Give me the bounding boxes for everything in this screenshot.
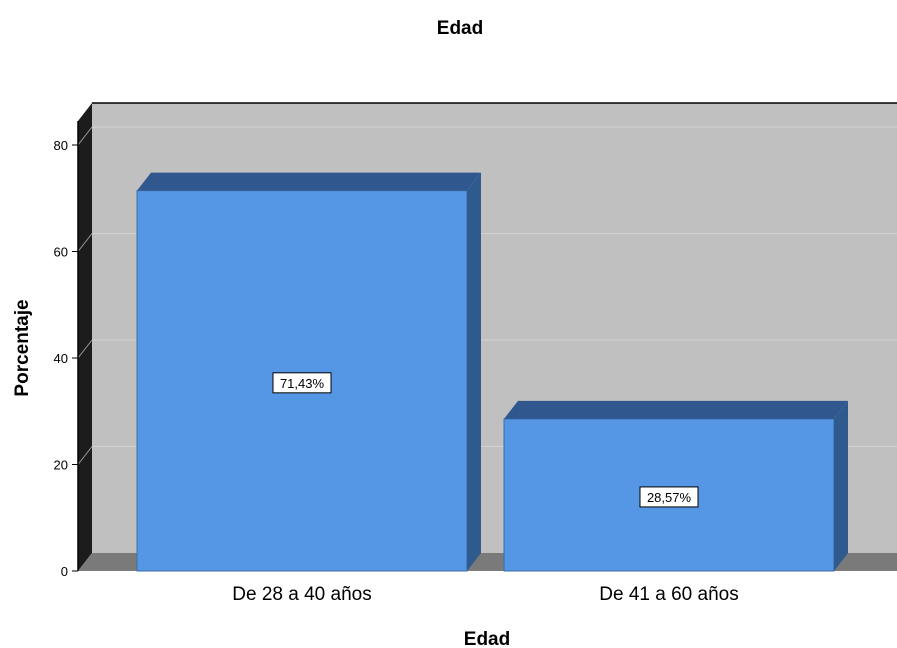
x-axis-title: Edad [464, 629, 510, 648]
bar-side [467, 172, 481, 571]
gridline-depth [77, 339, 93, 359]
y-axis-title: Porcentaje [12, 299, 33, 396]
y-tick-label: 80 [54, 138, 68, 153]
y-tick-label: 20 [54, 458, 68, 473]
bar-top [137, 172, 481, 191]
gridline-depth [77, 233, 93, 252]
x-tick-label: De 28 a 40 años [232, 584, 371, 605]
y-tick-label: 40 [54, 351, 68, 366]
bar-side [834, 400, 848, 571]
chart-title: Edad [437, 18, 483, 39]
data-label: 28,57% [647, 490, 692, 505]
axes: 0 20 40 60 80 De 28 a 40 años De 41 a 60 años [54, 121, 739, 605]
x-tick-label: De 41 a 60 años [599, 584, 738, 605]
data-label-box [639, 486, 699, 508]
bar-top [504, 400, 848, 419]
left-wall [78, 103, 92, 571]
data-label-box [272, 372, 332, 394]
data-label: 71,43% [280, 376, 325, 391]
y-tick-label: 0 [61, 564, 68, 579]
gridline-depth [77, 446, 93, 465]
bars: 71,43% 28,57% [136, 172, 848, 572]
y-tick-label: 60 [54, 245, 68, 260]
gridline-depth [77, 126, 93, 146]
